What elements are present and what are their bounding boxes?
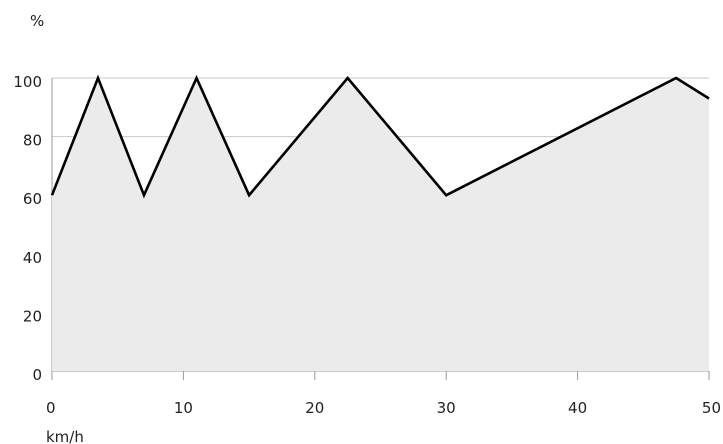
x-tick-label: 50 bbox=[702, 399, 721, 417]
y-tick-label: 40 bbox=[23, 249, 42, 267]
x-tick-label: 30 bbox=[437, 399, 456, 417]
y-tick-label: 0 bbox=[32, 366, 42, 384]
y-tick-label: 20 bbox=[23, 307, 42, 325]
y-tick-label: 100 bbox=[13, 73, 42, 91]
x-tick-label: 20 bbox=[305, 399, 324, 417]
x-tick-label: 10 bbox=[174, 399, 193, 417]
series-line bbox=[50, 74, 710, 199]
x-tick-label: 40 bbox=[568, 399, 587, 417]
series-area-fill bbox=[52, 78, 709, 371]
y-tick-label: 60 bbox=[23, 190, 42, 208]
x-axis-tick-labels: 0 10 20 30 40 50 bbox=[46, 399, 721, 417]
y-tick-label: 80 bbox=[23, 132, 42, 150]
y-axis-unit-label: % bbox=[30, 12, 44, 30]
y-axis-tick-labels: 0 20 40 60 80 100 bbox=[13, 73, 42, 384]
x-tick-label: 0 bbox=[46, 399, 56, 417]
x-axis-unit-label: km/h bbox=[46, 428, 84, 444]
